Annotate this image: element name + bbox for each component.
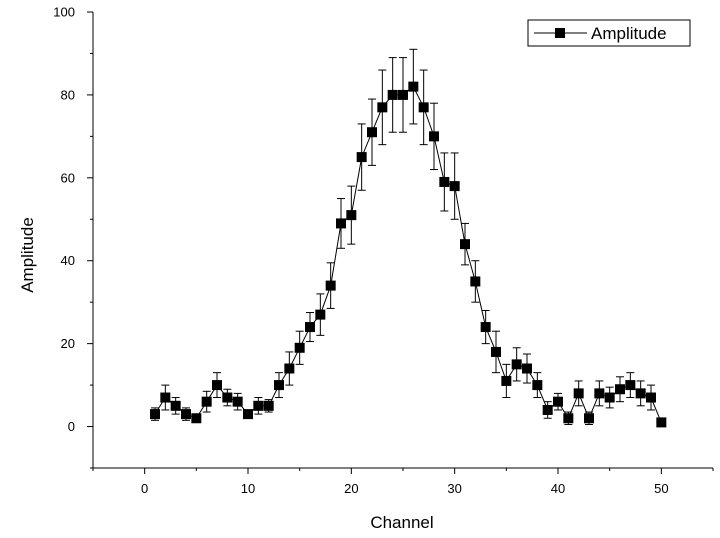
x-axis-ticks: 0 10 20 30 40 50 — [92, 468, 714, 496]
data-point — [243, 409, 253, 420]
data-point — [170, 400, 181, 411]
data-point — [160, 392, 171, 403]
error-bars — [151, 48, 666, 425]
data-point — [253, 400, 264, 411]
legend: Amplitude — [527, 19, 691, 47]
data-point — [150, 409, 160, 420]
data-point — [429, 131, 439, 142]
data-point — [201, 396, 212, 407]
data-point — [511, 359, 522, 370]
x-tick-label: 20 — [344, 481, 358, 496]
data-point — [553, 396, 563, 407]
data-point — [573, 388, 584, 399]
data-point — [604, 392, 615, 403]
y-tick-label: 0 — [68, 419, 75, 434]
data-point — [532, 380, 543, 391]
data-point — [377, 102, 388, 113]
data-point — [325, 280, 336, 291]
data-point — [418, 102, 429, 113]
data-point — [646, 392, 656, 403]
x-tick-label: 40 — [551, 481, 565, 496]
data-point — [584, 413, 594, 424]
data-point — [346, 210, 357, 221]
data-point — [398, 89, 408, 100]
data-point — [615, 384, 625, 395]
series-lines — [154, 85, 662, 423]
y-axis-label: Amplitude — [18, 217, 37, 293]
data-point — [367, 127, 377, 138]
x-tick-label: 50 — [654, 481, 668, 496]
data-point — [212, 380, 222, 391]
data-point — [408, 81, 419, 92]
data-point — [315, 309, 326, 320]
legend-label: Amplitude — [591, 24, 667, 43]
y-tick-label: 40 — [61, 253, 75, 268]
data-point — [191, 413, 202, 424]
data-point — [181, 409, 191, 420]
data-point — [501, 375, 512, 386]
data-point — [460, 239, 470, 250]
x-tick-label: 10 — [241, 481, 255, 496]
data-point — [656, 417, 667, 428]
data-point — [480, 322, 491, 333]
data-point — [594, 388, 605, 399]
data-point — [439, 176, 450, 187]
x-axis-label: Channel — [370, 513, 433, 532]
data-point — [635, 388, 646, 399]
x-tick-label: 30 — [447, 481, 461, 496]
data-point — [336, 218, 346, 229]
y-tick-label: 100 — [53, 5, 75, 20]
data-markers — [150, 81, 667, 428]
data-point — [274, 380, 284, 391]
y-tick-label: 60 — [61, 170, 75, 185]
y-axis-ticks: 0 20 40 60 80 100 — [53, 5, 93, 469]
data-point — [284, 363, 295, 374]
y-tick-label: 20 — [61, 336, 75, 351]
data-point — [263, 400, 274, 411]
data-point — [305, 322, 315, 333]
data-point — [522, 363, 532, 374]
data-point — [563, 413, 574, 424]
series-line — [154, 85, 662, 423]
data-point — [470, 276, 481, 287]
y-tick-label: 80 — [61, 87, 75, 102]
data-point — [449, 181, 460, 192]
data-point — [542, 404, 553, 415]
data-point — [356, 152, 367, 163]
data-point — [491, 346, 501, 357]
data-point — [294, 342, 305, 353]
data-point — [387, 89, 398, 100]
data-point — [222, 392, 233, 403]
legend-marker — [555, 28, 565, 38]
data-point — [232, 396, 243, 407]
x-tick-label: 0 — [141, 481, 148, 496]
data-point — [625, 380, 636, 391]
